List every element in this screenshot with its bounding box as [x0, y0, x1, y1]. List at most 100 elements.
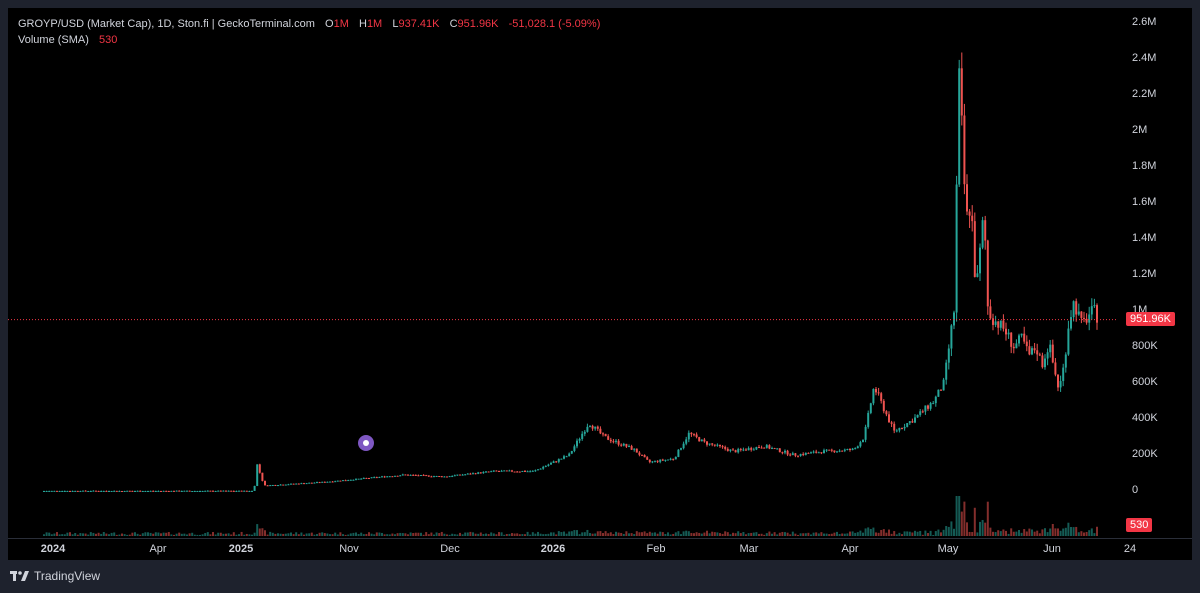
volume-bar	[266, 534, 269, 536]
candle-body	[914, 417, 916, 423]
volume-bar	[716, 532, 719, 536]
symbol-title[interactable]: GROYP/USD (Market Cap), 1D, Ston.fi | Ge…	[18, 18, 315, 30]
candle-body	[667, 459, 669, 461]
candle-body	[193, 491, 196, 492]
volume-bar	[799, 533, 802, 536]
volume-bar	[612, 534, 615, 536]
candle-body	[677, 449, 680, 457]
event-marker-icon[interactable]	[358, 435, 374, 451]
candle-body	[360, 478, 363, 480]
candle-body	[747, 448, 750, 451]
candle-body	[100, 491, 103, 492]
candle-body	[1088, 314, 1091, 323]
volume-bar	[394, 534, 396, 536]
volume-bar	[859, 530, 862, 536]
volume-bar	[430, 532, 433, 536]
candle-body	[420, 474, 422, 476]
candle-body	[295, 483, 298, 485]
candle-body	[399, 475, 402, 477]
candle-body	[867, 412, 870, 427]
candle-body	[144, 491, 147, 492]
candle-body	[1015, 343, 1018, 349]
volume-bar	[498, 532, 500, 536]
volume-bar	[479, 532, 482, 536]
candle-body	[368, 478, 370, 480]
volume-bar	[828, 534, 831, 536]
volume-bar	[513, 533, 516, 536]
candle-body	[986, 240, 989, 307]
volume-bar	[1085, 531, 1088, 536]
candle-body	[555, 461, 558, 463]
volume-bar	[102, 531, 105, 536]
volume-bar	[602, 533, 604, 536]
candle-body	[505, 470, 508, 472]
candle-body	[508, 470, 511, 472]
volume-bar	[843, 533, 846, 536]
candle-body	[95, 490, 97, 492]
volume-bar	[1023, 529, 1026, 536]
price-axis[interactable]: 0 200K 400K 600K 800K 1M 1.2M 1.4M 1.6M 1.8M 2M 2.2…	[1118, 8, 1192, 538]
candle-body	[573, 446, 576, 451]
volume-bar	[875, 532, 877, 536]
volume-bar	[360, 532, 363, 536]
volume-bar	[425, 532, 428, 536]
candle-body	[916, 414, 919, 418]
candle-body	[898, 427, 901, 431]
volume-bar	[976, 532, 979, 536]
candle-body	[82, 490, 84, 492]
candle-body	[529, 471, 532, 473]
candle-body	[810, 452, 812, 454]
candle-body	[596, 426, 599, 429]
volume-bar	[157, 532, 160, 536]
candle-body	[599, 428, 602, 434]
tradingview-brand[interactable]: TradingView	[34, 569, 101, 583]
volume-bar	[789, 534, 792, 536]
candle-body	[737, 449, 740, 453]
volume-bar	[594, 533, 597, 536]
volume-bar	[235, 534, 238, 536]
volume-bar	[1028, 528, 1031, 536]
volume-bar	[290, 532, 292, 536]
candle-body	[1010, 332, 1013, 347]
time-tick-label: Apr	[841, 543, 859, 555]
time-axis[interactable]: 2024 Apr 2025 Nov Dec 2026 Feb Mar Apr May Jun 24	[8, 538, 1192, 560]
volume-bar	[97, 532, 100, 536]
candle-body	[141, 491, 144, 492]
volume-bar	[885, 532, 888, 536]
volume-bar	[979, 521, 981, 536]
volume-bar	[755, 532, 758, 536]
candle-body	[1046, 352, 1049, 359]
volume-bar	[206, 532, 209, 536]
volume-bar	[407, 534, 409, 536]
volume-bar	[695, 532, 698, 536]
candle-body	[934, 396, 937, 404]
volume-bar	[128, 534, 131, 536]
volume-label[interactable]: Volume (SMA)	[18, 34, 89, 46]
volume-bar	[734, 533, 737, 536]
volume-bar	[1010, 528, 1013, 536]
volume-bar	[534, 533, 537, 536]
candle-body	[1054, 362, 1057, 375]
volume-bar	[287, 533, 290, 536]
tradingview-logo-icon	[10, 571, 29, 581]
candle-body	[310, 482, 313, 484]
time-tick-label: May	[937, 543, 959, 555]
candle-body	[370, 477, 373, 479]
candle-body	[984, 220, 987, 241]
volume-bar	[786, 532, 789, 536]
candle-body	[108, 491, 110, 492]
volume-bar	[1025, 531, 1028, 536]
candle-body	[425, 475, 428, 477]
price-chart[interactable]	[8, 8, 1118, 538]
volume-bar	[347, 534, 350, 536]
candle-body	[469, 473, 472, 475]
candle-body	[947, 348, 950, 363]
candle-body	[256, 464, 259, 486]
volume-bar	[383, 534, 386, 536]
volume-bar	[555, 534, 558, 536]
candle-body	[136, 490, 139, 492]
volume-bar	[560, 532, 563, 536]
candle-body	[188, 490, 191, 492]
volume-bar	[846, 533, 849, 536]
candle-body	[690, 432, 693, 435]
